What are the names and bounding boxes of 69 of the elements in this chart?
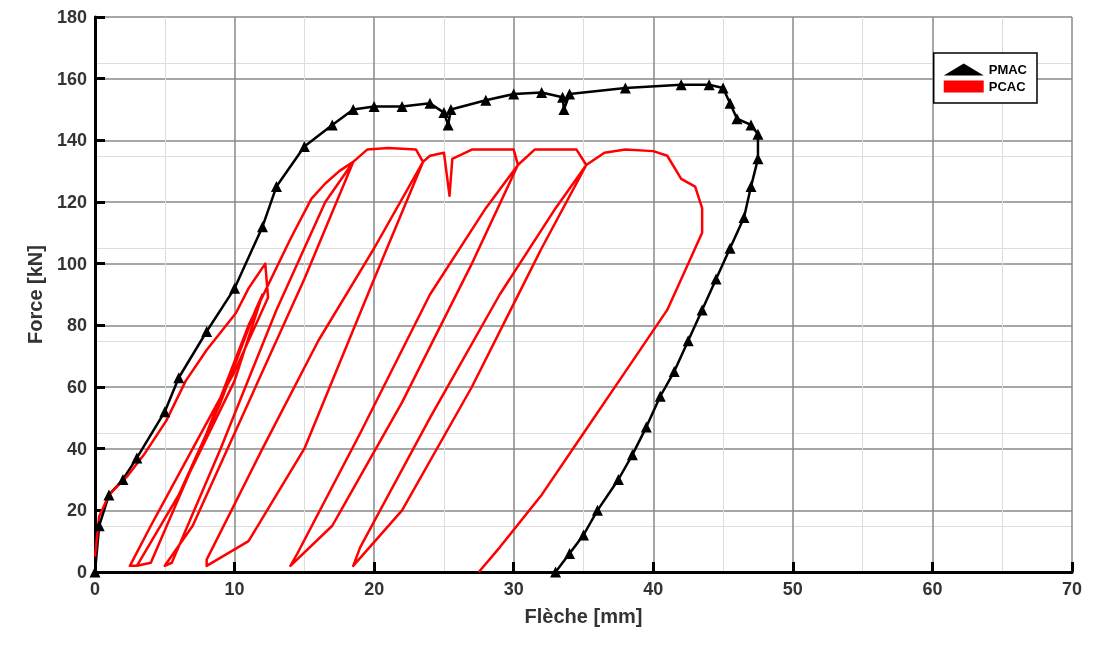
point	[201, 326, 213, 337]
point	[424, 97, 436, 109]
point	[131, 452, 143, 464]
y-tick-label: 100	[56, 253, 87, 274]
point	[724, 242, 736, 254]
point	[640, 421, 652, 433]
point	[717, 82, 729, 94]
point	[298, 141, 310, 152]
point	[710, 273, 722, 285]
point	[438, 107, 450, 119]
point	[103, 489, 115, 501]
point	[536, 87, 548, 99]
x-tick-label: 10	[224, 579, 245, 599]
point	[731, 113, 743, 125]
point	[752, 128, 764, 140]
y-tick-label: 140	[56, 130, 87, 151]
point	[675, 79, 687, 91]
point	[612, 474, 624, 485]
point	[738, 211, 750, 223]
legend-label: PMAC	[988, 62, 1028, 77]
point	[508, 88, 520, 100]
y-tick-label: 120	[56, 192, 87, 212]
point	[173, 372, 185, 384]
point	[564, 88, 576, 100]
y-tick-label: 180	[56, 7, 87, 27]
point	[256, 221, 268, 233]
x-tick-label: 0	[89, 579, 101, 599]
point	[696, 304, 708, 316]
point	[326, 119, 338, 131]
point	[654, 390, 666, 402]
point	[368, 100, 380, 112]
x-tick-label: 40	[643, 579, 664, 599]
point	[626, 449, 638, 461]
x-axis-title: Flèche [mm]	[524, 605, 643, 627]
point	[557, 91, 569, 103]
point	[93, 520, 105, 532]
x-tick-label: 20	[364, 579, 385, 599]
x-tick-label: 60	[922, 579, 943, 599]
point	[619, 82, 631, 94]
point	[159, 406, 171, 418]
line-series	[93, 146, 704, 574]
point	[480, 94, 492, 106]
point	[270, 181, 282, 193]
x-tick-label: 50	[782, 579, 803, 599]
point	[550, 566, 562, 578]
y-tick-label: 0	[76, 562, 87, 582]
y-tick-label: 60	[66, 377, 87, 397]
point	[396, 100, 408, 112]
point	[229, 282, 241, 294]
point	[745, 181, 757, 193]
y-tick-label: 160	[56, 68, 87, 89]
point	[745, 119, 757, 131]
y-axis-title: Force [kN]	[24, 245, 46, 344]
point	[347, 104, 359, 115]
point	[703, 79, 715, 91]
y-tick-label: 80	[66, 315, 87, 336]
point	[668, 366, 680, 378]
x-tick-label: 70	[1061, 579, 1083, 599]
point	[564, 548, 576, 559]
y-tick-label: 40	[66, 438, 87, 459]
y-tick-label: 20	[66, 500, 87, 521]
point	[578, 529, 589, 541]
point	[591, 504, 603, 516]
x-tick-label: 30	[503, 579, 524, 599]
point	[445, 104, 457, 115]
point	[682, 335, 694, 347]
point	[724, 97, 736, 109]
point	[117, 474, 129, 485]
legend-label: PCAC	[988, 79, 1027, 94]
